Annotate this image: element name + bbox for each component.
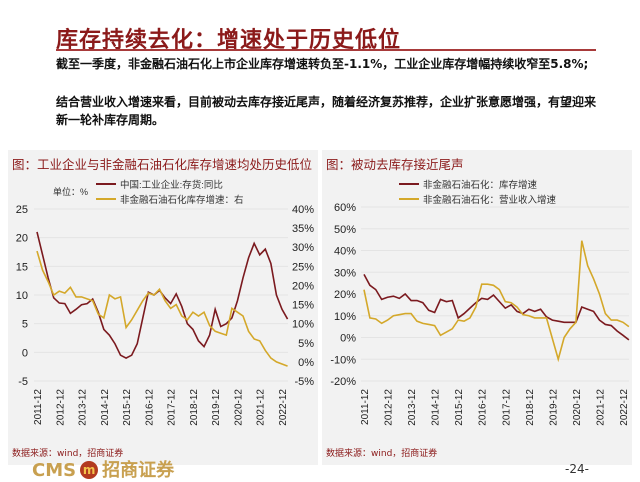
y2-tick-label: 25% — [292, 261, 314, 273]
legend-label: 非金融石油石化库存增速：右 — [120, 194, 244, 206]
x-tick-label: 2022-12 — [278, 389, 289, 426]
x-tick-label: 2016-12 — [144, 389, 155, 426]
x-tick-label: 2020-12 — [572, 389, 583, 426]
legend-label: 中国:工业企业:存货:同比 — [120, 179, 223, 191]
page-number: -24- — [565, 462, 589, 476]
x-tick-label: 2013-12 — [78, 389, 89, 426]
y2-tick-label: 20% — [292, 280, 314, 292]
y-tick-label: -20% — [330, 376, 356, 388]
x-tick-label: 2015-12 — [122, 389, 133, 426]
y2-tick-label: 5% — [298, 338, 314, 350]
y-tick-label: 5 — [22, 319, 28, 331]
x-tick-label: 2018-12 — [525, 389, 536, 426]
x-tick-label: 2011-12 — [360, 389, 371, 425]
legend-label: 非金融石油石化：库存增速 — [423, 179, 538, 191]
chart-panel-left: 图：工业企业与非金融石油石化库存增速均处历史低位 -5 0 5 10 15 20 25 -5%… — [8, 150, 318, 465]
y-tick-label: 10% — [334, 311, 356, 323]
chart-title: 图：被动去库存接近尾声 — [326, 157, 464, 172]
chart-title: 图：工业企业与非金融石油石化库存增速均处历史低位 — [12, 157, 313, 172]
y-tick-label: 0% — [340, 333, 356, 345]
chart-left: -5 0 5 10 15 20 25 -5% 0% 5% 10% 15% 20% 25% 30% 35% 40%… — [16, 179, 314, 426]
x-tick-label: 2019-12 — [211, 389, 222, 426]
y-tick-label: 20 — [16, 233, 28, 245]
x-tick-label: 2017-12 — [501, 389, 512, 426]
x-tick-label: 2012-12 — [55, 389, 66, 426]
y-tick-label: -5 — [18, 376, 28, 388]
legend-label: 非金融石油石化：营业收入增速 — [423, 194, 557, 206]
x-tick-label: 2019-12 — [548, 389, 559, 426]
x-tick-label: 2020-12 — [233, 389, 244, 426]
y2-tick-label: 30% — [292, 242, 314, 254]
y-tick-label: 0 — [22, 347, 28, 359]
paragraph-1: 截至一季度，非金融石油石化上市企业库存增速转负至-1.1%，工业企业库存增幅持续… — [56, 57, 589, 71]
x-tick-label: 2022-12 — [619, 389, 630, 426]
x-tick-label: 2018-12 — [189, 389, 200, 426]
series-line — [36, 250, 288, 367]
y2-tick-label: -5% — [294, 376, 314, 388]
paragraph-2: 结合营业收入增速来看，目前被动去库存接近尾声，随着经济复苏推荐，企业扩张意愿增强… — [56, 95, 597, 127]
y2-tick-label: 10% — [292, 319, 314, 331]
y-tick-label: 50% — [334, 224, 356, 236]
y2-tick-label: 40% — [292, 204, 314, 216]
y-tick-label: 10 — [16, 290, 28, 302]
x-tick-label: 2016-12 — [478, 389, 489, 426]
x-tick-label: 2012-12 — [384, 389, 395, 426]
y-tick-label: -10% — [330, 354, 356, 366]
unit-label: 单位：% — [53, 186, 88, 197]
y-tick-label: 15 — [16, 261, 28, 273]
chart-source: 数据来源：wind，招商证券 — [326, 449, 438, 459]
y-tick-label: 25 — [16, 204, 28, 216]
series-line — [363, 240, 630, 363]
y-tick-label: 60% — [334, 202, 356, 214]
x-tick-label: 2013-12 — [407, 389, 418, 426]
x-tick-label: 2015-12 — [454, 389, 465, 426]
chart-source: 数据来源：wind，招商证券 — [12, 449, 124, 459]
x-tick-label: 2017-12 — [167, 389, 178, 426]
y-tick-label: 30% — [334, 267, 356, 279]
x-tick-label: 2021-12 — [595, 389, 606, 426]
y2-tick-label: 0% — [298, 357, 314, 369]
chart-panel-right: 图：被动去库存接近尾声 -20% -10% 0% 10% 20% 30% 40% 50% 60%… — [322, 150, 632, 465]
chart-right: -20% -10% 0% 10% 20% 30% 40% 50% 60% 2011-12 2012-… — [330, 179, 630, 426]
cms-logo: CMS m 招商证券 — [32, 460, 175, 481]
x-tick-label: 2021-12 — [256, 389, 267, 426]
title-divider — [56, 49, 596, 51]
y2-tick-label: 35% — [292, 223, 314, 235]
series-line — [363, 274, 630, 341]
x-tick-label: 2011-12 — [33, 389, 44, 425]
y-tick-label: 20% — [334, 289, 356, 301]
y-tick-label: 40% — [334, 246, 356, 258]
slide-title: 库存持续去化：增速处于历史低位 — [56, 28, 402, 53]
x-tick-label: 2014-12 — [431, 389, 442, 426]
y2-tick-label: 15% — [292, 300, 314, 312]
x-tick-label: 2014-12 — [100, 389, 111, 426]
